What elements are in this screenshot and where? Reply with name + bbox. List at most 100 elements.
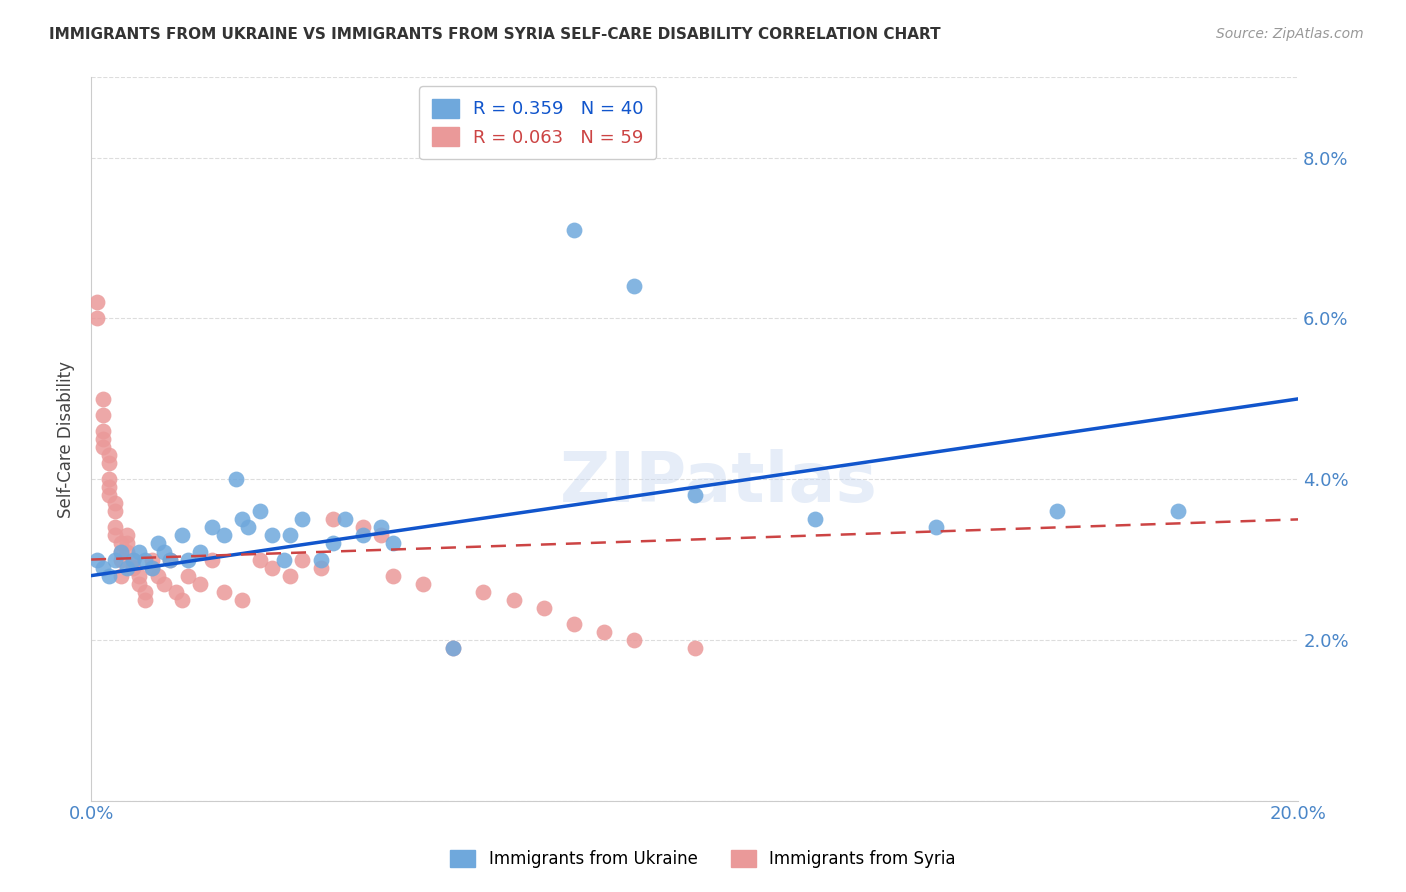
- Point: [128, 568, 150, 582]
- Point: [86, 552, 108, 566]
- Point: [278, 568, 301, 582]
- Point: [165, 584, 187, 599]
- Point: [91, 408, 114, 422]
- Point: [128, 576, 150, 591]
- Text: ZIPatlas: ZIPatlas: [560, 449, 877, 516]
- Point: [333, 512, 356, 526]
- Point: [352, 528, 374, 542]
- Point: [91, 440, 114, 454]
- Point: [683, 640, 706, 655]
- Legend: R = 0.359   N = 40, R = 0.063   N = 59: R = 0.359 N = 40, R = 0.063 N = 59: [419, 87, 657, 160]
- Point: [170, 592, 193, 607]
- Point: [352, 520, 374, 534]
- Point: [291, 512, 314, 526]
- Point: [159, 552, 181, 566]
- Point: [322, 512, 344, 526]
- Point: [412, 576, 434, 591]
- Point: [122, 552, 145, 566]
- Point: [98, 488, 121, 502]
- Point: [231, 512, 253, 526]
- Point: [291, 552, 314, 566]
- Point: [141, 552, 163, 566]
- Legend: Immigrants from Ukraine, Immigrants from Syria: Immigrants from Ukraine, Immigrants from…: [444, 843, 962, 875]
- Point: [141, 560, 163, 574]
- Point: [225, 472, 247, 486]
- Point: [122, 552, 145, 566]
- Point: [925, 520, 948, 534]
- Text: IMMIGRANTS FROM UKRAINE VS IMMIGRANTS FROM SYRIA SELF-CARE DISABILITY CORRELATIO: IMMIGRANTS FROM UKRAINE VS IMMIGRANTS FR…: [49, 27, 941, 42]
- Point: [117, 560, 139, 574]
- Point: [188, 544, 211, 558]
- Point: [533, 600, 555, 615]
- Point: [152, 544, 174, 558]
- Point: [104, 504, 127, 518]
- Point: [593, 624, 616, 639]
- Point: [141, 560, 163, 574]
- Point: [86, 311, 108, 326]
- Point: [562, 223, 585, 237]
- Point: [309, 560, 332, 574]
- Point: [1167, 504, 1189, 518]
- Point: [104, 496, 127, 510]
- Point: [502, 592, 524, 607]
- Point: [262, 528, 284, 542]
- Point: [177, 552, 200, 566]
- Point: [472, 584, 495, 599]
- Point: [86, 295, 108, 310]
- Point: [98, 472, 121, 486]
- Point: [249, 552, 271, 566]
- Point: [98, 568, 121, 582]
- Point: [236, 520, 259, 534]
- Point: [177, 568, 200, 582]
- Point: [804, 512, 827, 526]
- Point: [98, 456, 121, 470]
- Point: [170, 528, 193, 542]
- Point: [309, 552, 332, 566]
- Point: [278, 528, 301, 542]
- Point: [441, 640, 464, 655]
- Point: [212, 528, 235, 542]
- Point: [134, 552, 156, 566]
- Point: [98, 480, 121, 494]
- Point: [91, 392, 114, 406]
- Point: [134, 592, 156, 607]
- Point: [104, 520, 127, 534]
- Point: [381, 536, 404, 550]
- Point: [91, 432, 114, 446]
- Point: [188, 576, 211, 591]
- Y-axis label: Self-Care Disability: Self-Care Disability: [58, 360, 75, 517]
- Point: [441, 640, 464, 655]
- Point: [128, 544, 150, 558]
- Point: [1046, 504, 1069, 518]
- Point: [117, 528, 139, 542]
- Point: [201, 520, 224, 534]
- Point: [104, 552, 127, 566]
- Point: [98, 448, 121, 462]
- Point: [212, 584, 235, 599]
- Point: [623, 279, 645, 293]
- Point: [91, 424, 114, 438]
- Point: [117, 536, 139, 550]
- Point: [262, 560, 284, 574]
- Point: [110, 568, 132, 582]
- Point: [122, 560, 145, 574]
- Point: [91, 560, 114, 574]
- Point: [110, 552, 132, 566]
- Point: [381, 568, 404, 582]
- Text: Source: ZipAtlas.com: Source: ZipAtlas.com: [1216, 27, 1364, 41]
- Point: [117, 544, 139, 558]
- Point: [134, 584, 156, 599]
- Point: [231, 592, 253, 607]
- Point: [562, 616, 585, 631]
- Point: [249, 504, 271, 518]
- Point: [322, 536, 344, 550]
- Point: [370, 528, 392, 542]
- Point: [104, 528, 127, 542]
- Point: [273, 552, 295, 566]
- Point: [370, 520, 392, 534]
- Point: [201, 552, 224, 566]
- Point: [110, 536, 132, 550]
- Point: [110, 544, 132, 558]
- Point: [683, 488, 706, 502]
- Point: [623, 632, 645, 647]
